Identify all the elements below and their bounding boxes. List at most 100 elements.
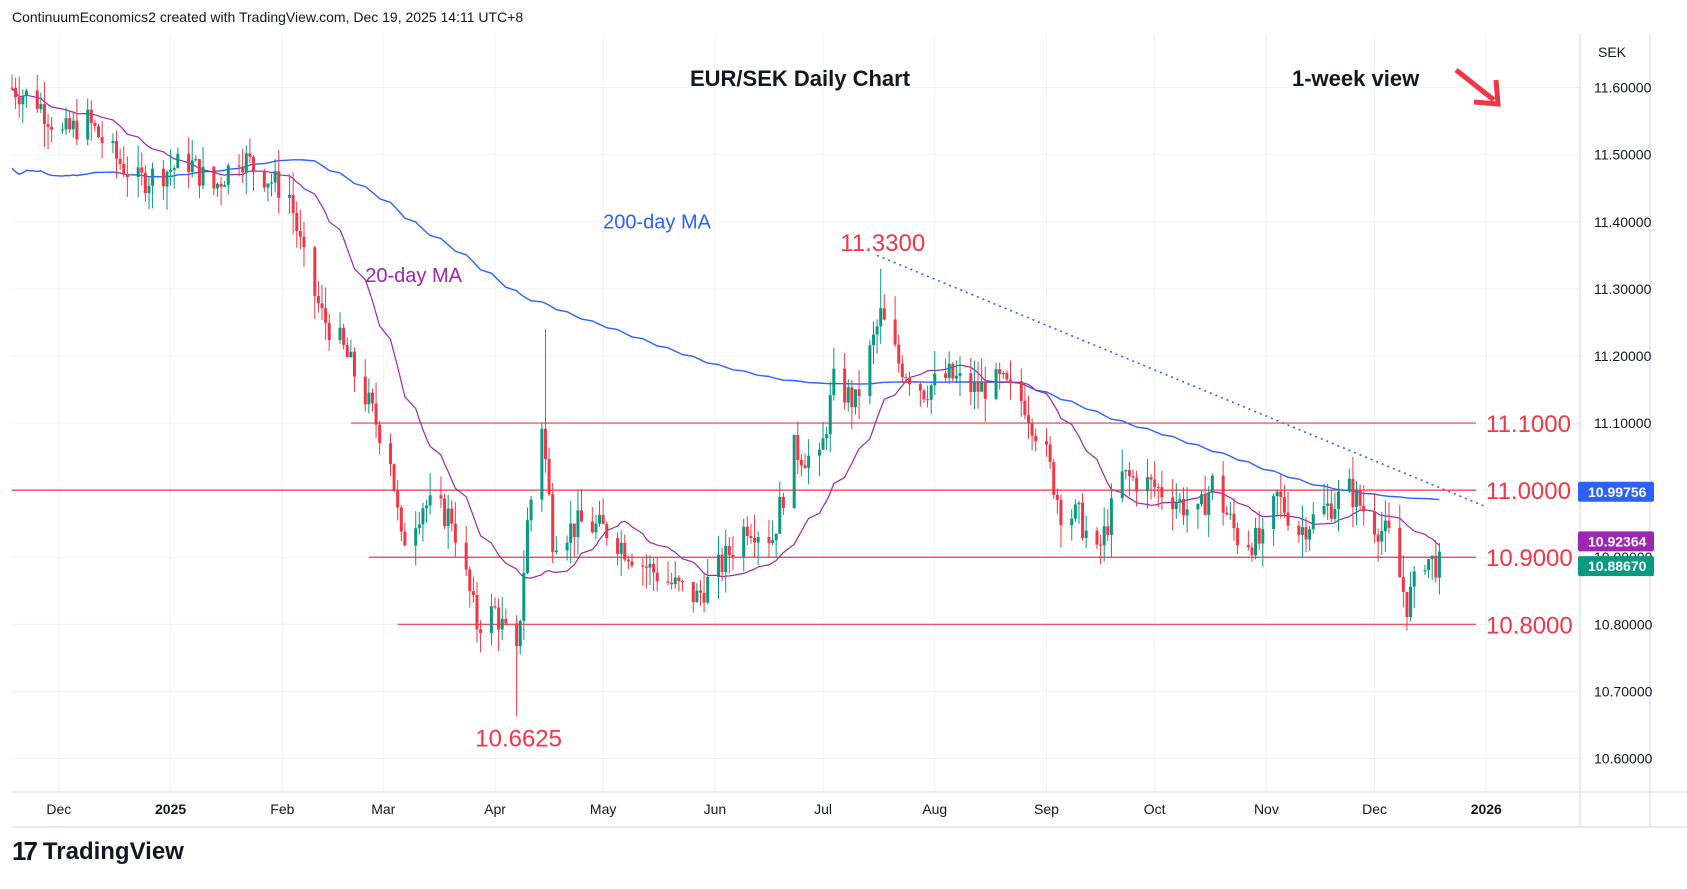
candle-body [1149,477,1153,480]
axes: 11.60000 11.50000 11.40000 11.30000 11.20000… [12,34,1687,828]
candle-body [392,464,396,491]
candle-body [50,126,54,130]
candle-body [648,563,652,568]
candle-body [601,514,605,524]
candle-body [64,118,68,130]
candle-body [190,160,194,172]
candle-body [1001,373,1005,375]
candle-body [900,363,904,378]
candle-body [244,153,248,173]
candle-body [439,495,443,499]
candle-body [1311,514,1315,530]
candle-body [1034,435,1038,442]
x-tick-label: 2026 [1471,801,1502,817]
candle-body [1210,475,1214,493]
candle-body [273,171,277,183]
candle-body [1246,545,1250,548]
candle-body [1373,511,1377,535]
candle-body [1351,478,1355,507]
candle-body [745,526,749,537]
candle-body [194,159,198,161]
candle-body [670,582,674,585]
y-tick-label: 10.80000 [1594,616,1653,632]
candle-body [1127,470,1131,477]
candle-body [17,97,21,105]
candle-body [1380,531,1384,542]
candle-body [1254,527,1258,556]
candle-body [580,510,584,522]
candle-body [1430,555,1434,560]
candle-body [197,159,201,186]
candle-body [471,591,475,596]
candle-body [540,428,544,500]
candle-body [10,87,14,89]
candle-body [270,182,274,184]
candle-body [969,373,973,392]
candle-body [143,172,147,194]
candle-body [1261,529,1265,544]
candle-body [1221,475,1225,513]
price-tag-box [1578,556,1654,577]
candle-body [1048,444,1052,463]
candles[interactable] [10,74,1441,717]
candle-body [1135,477,1139,492]
level-label: 11.1000 [1486,411,1571,438]
candle-body [1228,513,1232,515]
candle-body [1279,491,1283,498]
candle-body [215,183,219,189]
candle-body [219,183,223,187]
candle-body [118,158,122,164]
value-annotation: 10.6625 [475,726,562,753]
candle-body [879,308,883,327]
candle-body [518,620,522,647]
candle-body [1398,527,1402,578]
candle-body [868,345,872,397]
candle-body [572,523,576,538]
candle-body [1131,476,1135,478]
candle-body [277,171,281,198]
moving-averages [11,87,1440,579]
candle-body [933,373,937,386]
candle-body [691,582,695,603]
candle-body [1156,487,1160,489]
candle-body [1052,462,1056,495]
candle-body [298,231,302,237]
candle-body [882,308,886,320]
candle-body [93,122,97,127]
candle-body [652,563,656,573]
candle-body [929,385,933,400]
candle-body [551,494,555,553]
candle-body [1099,544,1103,546]
candle-body [1124,470,1128,472]
candle-body [125,174,129,178]
down-right-arrow-icon [1454,68,1501,107]
candle-body [374,403,378,425]
level-label: 10.9000 [1486,545,1573,572]
candle-body [522,573,526,621]
candle-body [468,569,472,592]
x-tick-label: Dec [46,801,71,817]
candle-body [1077,502,1081,505]
candle-body [1200,494,1204,504]
candle-body [302,236,306,248]
candle-body [1145,477,1149,492]
candle-body [554,550,558,553]
candle-body [241,166,245,173]
candle-body [187,153,191,172]
tradingview-logo[interactable]: 17 TradingView [12,836,184,867]
candle-body [1030,422,1034,436]
candle-body [403,531,407,546]
candle-body [226,165,230,185]
candle-body [464,542,468,570]
candle-body [1005,373,1009,380]
candle-body [363,376,367,405]
candle-body [590,521,594,533]
candle-body [1008,379,1012,382]
candle-body [576,510,580,538]
candle-body [944,373,948,378]
candle-body [169,169,173,172]
candle-body [720,554,724,573]
candle-body [1023,400,1027,416]
candle-body [443,498,447,527]
